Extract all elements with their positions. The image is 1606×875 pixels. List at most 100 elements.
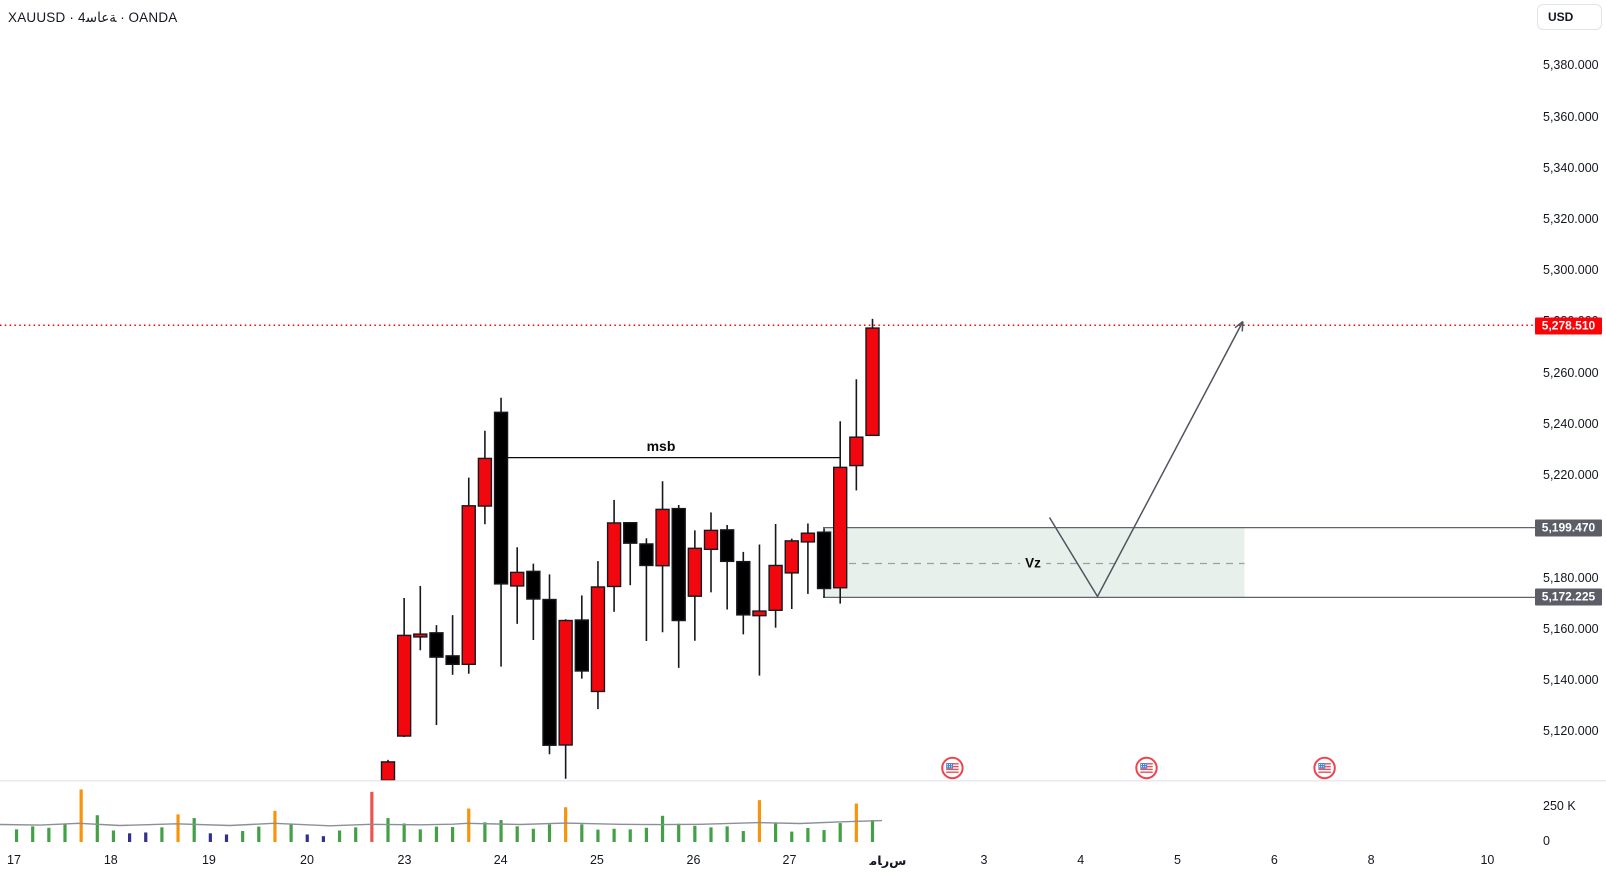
time-tick-label: 5 <box>1174 852 1181 867</box>
volume-bar <box>644 827 648 842</box>
price-tick-label: 5,300.000 <box>1543 263 1599 278</box>
current-price-tag: 5,278.510 <box>1535 317 1602 335</box>
candle-body <box>380 761 396 782</box>
volume-bar <box>693 825 697 842</box>
time-tick-label: 27 <box>782 852 797 867</box>
volume-bar <box>111 830 116 842</box>
candle-body <box>429 632 444 658</box>
currency-usd-button[interactable]: USD <box>1537 4 1602 30</box>
volume-bar <box>321 836 325 842</box>
candle-body <box>639 543 654 567</box>
time-tick-label: 8 <box>1367 852 1375 867</box>
volume-bar <box>580 824 584 842</box>
volume-bar <box>677 823 681 842</box>
volume-bar <box>547 824 552 842</box>
candle-body <box>623 521 638 544</box>
us-flag-icon[interactable] <box>1135 756 1158 780</box>
volume-bar <box>838 823 842 842</box>
candle-body <box>558 619 573 746</box>
time-tick-label: 3 <box>980 852 988 867</box>
price-tick-label: 5,340.000 <box>1543 160 1599 175</box>
candle-body <box>526 570 541 600</box>
volume-bar <box>47 827 51 842</box>
candle-body <box>477 457 493 507</box>
volume-bar <box>31 826 35 842</box>
volume-bar <box>660 815 665 842</box>
candle-body <box>784 540 799 574</box>
time-tick-label: 4 <box>1077 852 1085 867</box>
candle-body <box>752 610 767 617</box>
price-tick-label: 5,220.000 <box>1543 468 1599 483</box>
volume-bar <box>402 823 406 842</box>
projection-arrowhead <box>1234 320 1244 329</box>
volume-bar <box>757 800 762 842</box>
candle-body <box>574 619 589 672</box>
volume-bar <box>596 829 600 842</box>
volume-bar <box>192 818 196 842</box>
volume-bar <box>208 833 212 842</box>
volume-bar <box>289 824 293 842</box>
price-tick-label: 5,120.000 <box>1543 724 1599 739</box>
candle-body <box>461 505 476 666</box>
time-tick-label: 18 <box>103 852 118 867</box>
volume-bar <box>790 831 794 842</box>
candle-body <box>510 571 525 587</box>
time-tick-label: 23 <box>397 852 412 867</box>
time-tick-label: 25 <box>589 852 604 867</box>
volume-bar <box>128 833 132 842</box>
candle-body <box>703 529 719 551</box>
time-tick-label: 19 <box>201 852 216 867</box>
us-flag-icon[interactable] <box>941 756 964 780</box>
volume-tick-label: 0 <box>1543 834 1550 849</box>
volume-bar <box>870 820 875 842</box>
volume-bar <box>709 827 713 842</box>
price-tick-label: 5,320.000 <box>1543 211 1599 226</box>
volume-bar <box>451 827 455 842</box>
price-tick-label: 5,180.000 <box>1543 570 1599 585</box>
candle-body <box>542 598 557 746</box>
candle-body <box>413 633 428 638</box>
volume-bar <box>499 820 503 842</box>
zone-top-price-tag: 5,199.470 <box>1535 519 1602 537</box>
candle-body <box>655 508 670 567</box>
time-tick-label: 20 <box>300 852 314 867</box>
volume-bar <box>774 823 778 842</box>
volume-bar <box>273 810 277 842</box>
candle-body <box>865 327 880 437</box>
volume-bar <box>531 828 535 842</box>
volume-bar <box>515 826 519 842</box>
candle-body <box>768 564 783 611</box>
vz-zone-label[interactable]: Vz <box>1020 555 1046 571</box>
msb-drawing-label[interactable]: msb <box>646 438 676 454</box>
candle-body <box>719 529 735 563</box>
volume-bar <box>95 815 99 842</box>
candle-body <box>671 507 686 622</box>
candle-body <box>687 547 703 597</box>
volume-bar <box>14 829 19 842</box>
price-tick-label: 5,140.000 <box>1543 672 1599 687</box>
volume-bar <box>725 826 729 842</box>
volume-bar <box>241 831 245 842</box>
time-tick-label: 6 <box>1270 852 1278 867</box>
price-tick-label: 5,360.000 <box>1543 109 1599 124</box>
candle-body <box>849 436 864 467</box>
volume-bar <box>224 834 229 842</box>
symbol-title: XAUUSD · 4ﺳﺎﻋﺔ · OANDA <box>8 10 178 25</box>
volume-bar <box>483 822 487 842</box>
volume-bar <box>305 834 309 842</box>
projection-arrowhead <box>1241 321 1244 332</box>
candle-body <box>800 532 816 543</box>
volume-bar <box>386 818 390 842</box>
volume-bar <box>354 827 358 842</box>
candle-body <box>590 586 606 693</box>
candle-body <box>493 411 509 585</box>
time-tick-label: ﻣﺎﺭﺱ <box>869 853 907 868</box>
candle-body <box>816 531 832 590</box>
projection-arrow-line[interactable] <box>1048 321 1244 599</box>
candle-body <box>606 522 622 588</box>
time-tick-label: 26 <box>686 852 701 867</box>
volume-bar <box>63 824 67 842</box>
us-flag-icon[interactable] <box>1313 756 1336 780</box>
volume-bar <box>628 829 632 842</box>
